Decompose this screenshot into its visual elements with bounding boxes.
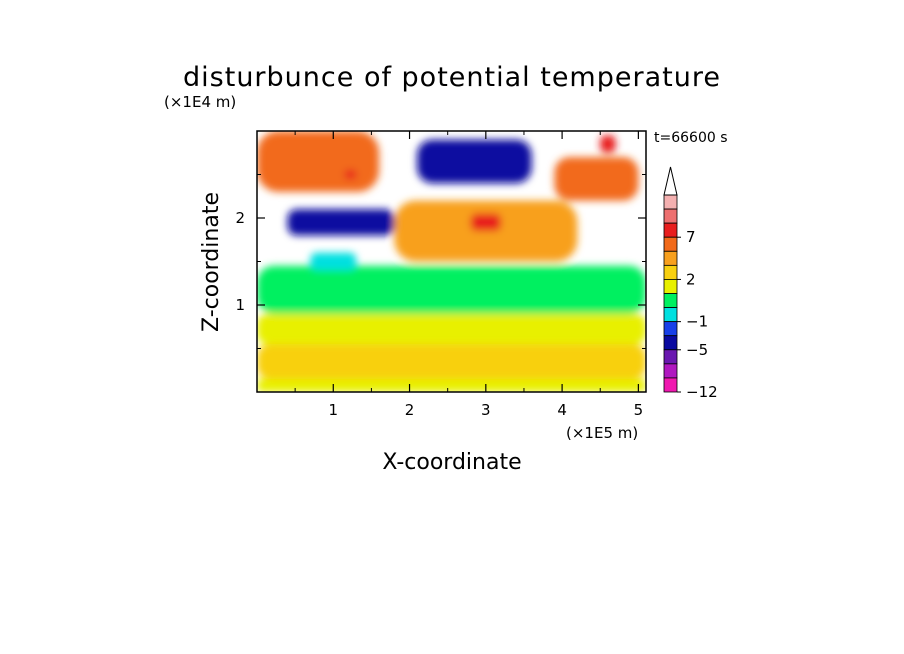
colorbar-label: −5 (686, 341, 708, 359)
colorbar-swatch (663, 250, 678, 266)
colorbar-label: 2 (686, 270, 696, 288)
field-region (554, 157, 639, 201)
x-tick-label: 4 (557, 401, 567, 419)
field-region (344, 170, 357, 179)
colorbar-label: −1 (686, 313, 708, 331)
colorbar-label: 7 (686, 228, 696, 246)
x-axis: 1 2 3 4 5 (294, 131, 644, 419)
colorbar-swatch (663, 307, 678, 323)
field-region (257, 313, 646, 345)
colorbar-swatch (663, 194, 678, 210)
field-region (310, 252, 357, 271)
colorbar-swatch (663, 293, 678, 308)
chart-title: disturbunce of potential temperature (183, 62, 721, 93)
colorbar-swatch (663, 236, 678, 252)
colorbar-swatch (663, 377, 678, 393)
colorbar: 7 2 −1 −5 −12 (663, 166, 718, 401)
colorbar-swatch (663, 349, 678, 365)
x-unit-label: (×1E5 m) (566, 424, 638, 442)
y-tick-label: 1 (235, 296, 245, 314)
field-region (417, 139, 532, 184)
x-tick-label: 2 (405, 401, 415, 419)
heatmap-field (257, 131, 646, 392)
colorbar-swatch (663, 363, 678, 379)
time-label: t=66600 s (654, 130, 728, 146)
x-tick-label: 5 (634, 401, 644, 419)
colorbar-swatch (663, 264, 678, 280)
field-region (257, 344, 646, 379)
colorbar-swatch (663, 321, 678, 337)
field-region (394, 200, 578, 262)
colorbar-label: −12 (686, 383, 718, 401)
field-region (257, 265, 646, 314)
field-region (287, 209, 395, 236)
y-axis-label: Z-coordinate (199, 192, 224, 332)
colorbar-swatch (663, 335, 678, 351)
y-tick-label: 2 (235, 209, 245, 227)
y-unit-label: (×1E4 m) (164, 93, 236, 111)
colorbar-swatch (663, 208, 678, 224)
field-region (257, 378, 646, 392)
colorbar-swatch (663, 222, 678, 238)
x-tick-label: 3 (481, 401, 491, 419)
field-region (257, 131, 380, 192)
x-axis-label: X-coordinate (382, 450, 521, 475)
field-region (470, 213, 502, 232)
colorbar-swatch (663, 279, 678, 294)
y-axis: 12 (235, 174, 646, 349)
field-region (600, 135, 616, 153)
x-tick-label: 1 (329, 401, 339, 419)
colorbar-extend-arrow (663, 166, 678, 196)
